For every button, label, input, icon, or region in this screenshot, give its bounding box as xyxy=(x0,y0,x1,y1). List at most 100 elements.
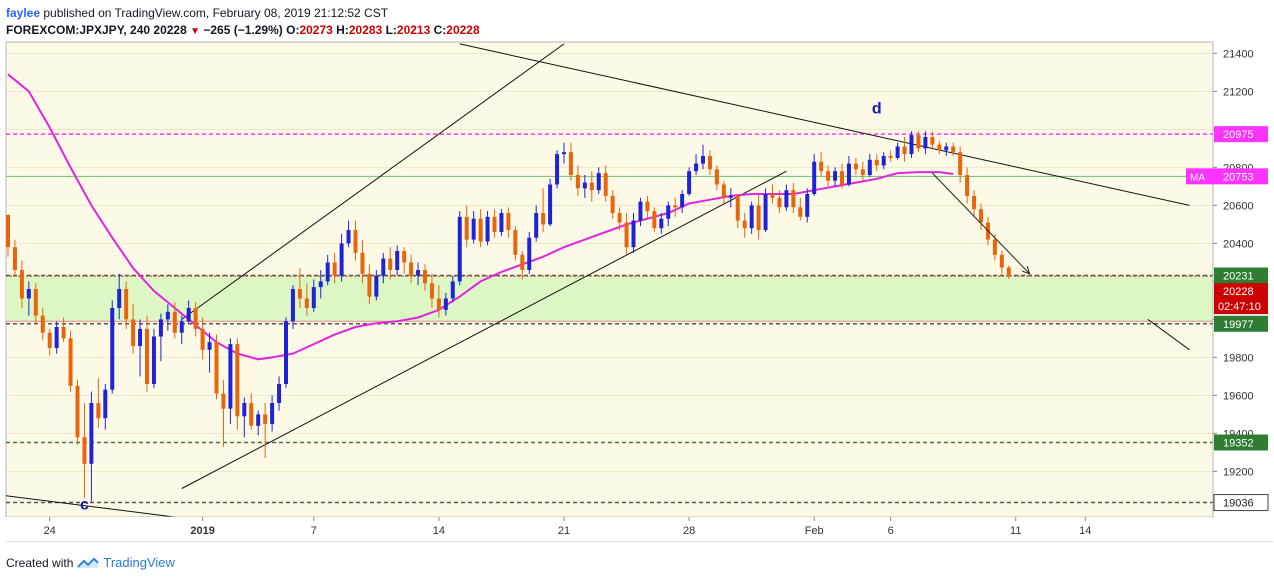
trendline xyxy=(181,43,565,320)
symbol-line: FOREXCOM:JPXJPY, 240 20228 ▼ −265 (−1.29… xyxy=(6,23,480,37)
candle-body xyxy=(290,289,295,322)
projection-arrow-line xyxy=(931,172,1031,275)
candle-body xyxy=(833,171,838,181)
candle-body xyxy=(937,144,942,151)
author-name[interactable]: faylee xyxy=(6,6,41,20)
candle-body xyxy=(527,237,532,270)
candle-body xyxy=(867,159,872,175)
time-axis-label: Feb xyxy=(805,525,824,537)
price-tag-19036: 19036 xyxy=(1223,498,1254,510)
chart-bottom-border xyxy=(6,541,1273,542)
price-axis-label: 19200 xyxy=(1223,466,1254,478)
last-price: 20228 xyxy=(153,23,187,37)
price-tag: 20231 xyxy=(1223,271,1254,283)
price-tag-bg xyxy=(1214,126,1268,143)
candle-body xyxy=(68,338,73,386)
candle-body xyxy=(235,344,240,417)
candle-body xyxy=(457,216,462,282)
time-axis-label: 28 xyxy=(683,525,695,537)
candle-body xyxy=(568,152,573,175)
tradingview-brand[interactable]: TradingView xyxy=(103,555,175,570)
bar-countdown: 02:47:10 xyxy=(1218,301,1261,313)
candle-body xyxy=(596,173,601,191)
candle-body xyxy=(555,154,560,185)
candle-body xyxy=(284,321,288,384)
candle-body xyxy=(624,222,629,248)
candle-body xyxy=(367,273,372,297)
candle-body xyxy=(311,287,316,308)
candle-body xyxy=(846,163,851,185)
time-axis-label: 11 xyxy=(1010,525,1021,537)
candle-body xyxy=(429,283,434,299)
symbol-name: FOREXCOM:JPXJPY, 240 xyxy=(6,23,151,37)
price-tag: 19352 xyxy=(1223,438,1254,450)
candle-body xyxy=(478,218,483,242)
plot-layer xyxy=(6,43,1213,517)
candle-body xyxy=(930,137,935,145)
wave-label: c xyxy=(80,496,89,513)
candle-body xyxy=(471,218,476,240)
candle-body xyxy=(117,289,122,308)
candle-body xyxy=(339,243,344,276)
price-axis-label: 19600 xyxy=(1223,390,1254,402)
candle-body xyxy=(979,209,983,223)
candle-body xyxy=(562,152,566,155)
candle-body xyxy=(332,262,337,276)
candle-body xyxy=(75,385,80,438)
candle-body xyxy=(853,163,858,170)
price-axis-label: 21200 xyxy=(1223,86,1254,98)
down-triangle-icon: ▼ xyxy=(190,26,201,37)
candle-body xyxy=(40,315,45,333)
candle-body xyxy=(103,389,108,419)
ma-tag-label: MA xyxy=(1190,172,1205,183)
time-axis-label: 14 xyxy=(1079,525,1091,537)
candle-body xyxy=(742,220,747,229)
candle-body xyxy=(589,182,594,191)
candle-body xyxy=(506,213,511,231)
candle-body xyxy=(249,403,254,426)
price-axis-label: 21400 xyxy=(1223,48,1254,60)
price-tag-bg xyxy=(1214,315,1268,332)
candle-body xyxy=(61,327,66,339)
candle-body xyxy=(881,156,886,166)
candle-body xyxy=(610,195,615,213)
candle-body xyxy=(673,205,678,208)
ma-tag-value: 20753 xyxy=(1223,171,1254,183)
low-value: 20213 xyxy=(396,23,431,37)
candle-body xyxy=(999,254,1004,268)
created-with-label: Created with xyxy=(6,555,74,570)
price-axis-label: 19800 xyxy=(1223,352,1254,364)
candle-body xyxy=(388,258,393,270)
price-axis-label: 20600 xyxy=(1223,200,1254,212)
candle-body xyxy=(186,308,191,322)
candle-body xyxy=(325,262,330,282)
candle-body xyxy=(193,308,198,329)
candle-body xyxy=(840,171,844,185)
moving-average-line xyxy=(7,73,954,361)
trendline xyxy=(181,170,787,489)
candle-body xyxy=(798,207,803,217)
candle-body xyxy=(145,328,149,384)
candle-body xyxy=(179,321,184,333)
candle-body xyxy=(728,195,733,198)
support-zone xyxy=(6,274,1213,322)
candle-body xyxy=(242,403,247,417)
candle-body xyxy=(124,289,129,320)
low-label: L: xyxy=(385,23,397,37)
candle-body xyxy=(680,194,685,208)
candle-body xyxy=(582,182,587,189)
candle-body xyxy=(131,319,136,346)
candle-body xyxy=(353,230,358,253)
candle-body xyxy=(749,205,754,229)
publish-line: faylee published on TradingView.com, Feb… xyxy=(6,6,388,20)
candle-body xyxy=(638,201,643,221)
time-axis-label: 6 xyxy=(888,525,894,537)
candle-body xyxy=(694,163,699,172)
candle-body xyxy=(6,214,10,248)
candle-body xyxy=(784,190,789,208)
candle-body xyxy=(172,311,177,333)
candle-body xyxy=(207,342,212,350)
high-label: H: xyxy=(336,23,349,37)
time-axis-label: 24 xyxy=(44,525,56,537)
